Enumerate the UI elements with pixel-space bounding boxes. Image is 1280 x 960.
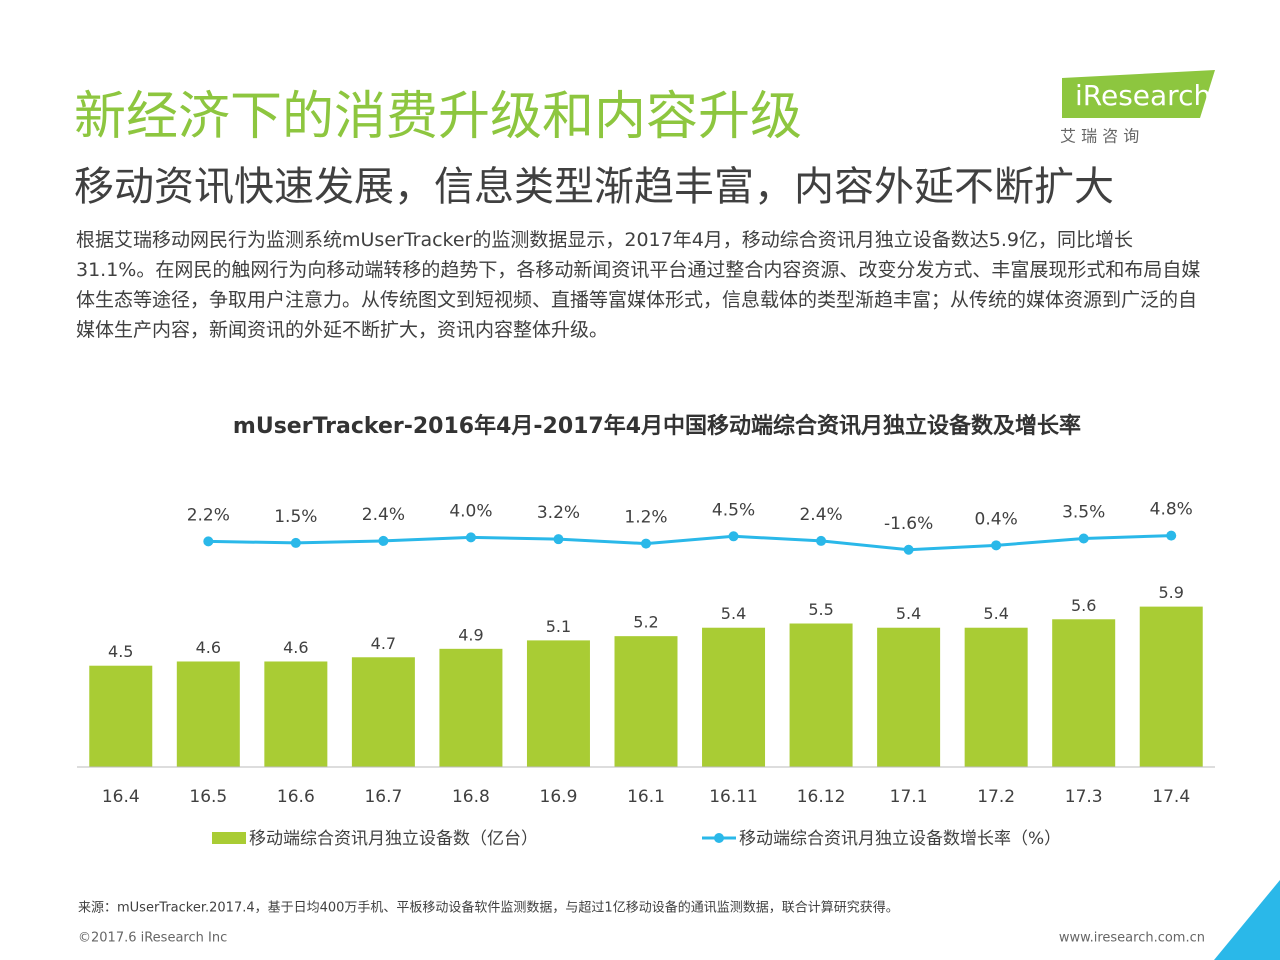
bar	[526, 640, 590, 767]
bar	[614, 636, 678, 767]
legend-dot	[714, 833, 724, 843]
x-tick-label: 16.1	[627, 787, 665, 807]
line-label: 3.5%	[1062, 503, 1105, 523]
line-point	[1078, 533, 1089, 544]
line-label: 4.0%	[449, 501, 492, 521]
logo-sub: 艾 瑞 咨 询	[1060, 127, 1139, 146]
x-tick-label: 16.4	[102, 787, 140, 807]
x-tick-label: 17.3	[1065, 787, 1103, 807]
title: 新经济下的消费升级和内容升级	[74, 87, 803, 147]
copyright: ©2017.6 iResearch Inc	[78, 931, 227, 946]
chart-title: mUserTracker-2016年4月-2017年4月中国移动端综合资讯月独立…	[233, 413, 1081, 439]
bar-label: 5.6	[1071, 596, 1096, 615]
bar	[1139, 606, 1203, 767]
line-point	[816, 535, 827, 546]
bar	[702, 627, 766, 767]
legend-label: 移动端综合资讯月独立设备数（亿台）	[249, 829, 538, 849]
legend-swatch	[212, 832, 246, 844]
bar-label: 4.7	[371, 634, 396, 653]
line-label: 4.8%	[1150, 500, 1193, 520]
corner-decor	[1214, 880, 1280, 960]
bar	[789, 623, 853, 767]
bar	[351, 657, 415, 767]
bar-label: 5.4	[721, 604, 746, 623]
bar-label: 4.6	[283, 638, 308, 657]
line-point	[203, 536, 214, 547]
bar	[89, 665, 153, 767]
logo: iResearch	[1075, 79, 1211, 112]
x-tick-label: 16.8	[452, 787, 490, 807]
bar-label: 4.9	[458, 625, 483, 644]
x-tick-label: 16.6	[277, 787, 315, 807]
bar	[439, 648, 503, 767]
line-label: 2.4%	[799, 505, 842, 525]
bar-label: 5.2	[633, 613, 658, 632]
line-point	[553, 534, 564, 545]
x-tick-label: 17.2	[977, 787, 1015, 807]
x-tick-label: 16.12	[797, 787, 846, 807]
line-point	[290, 537, 301, 548]
bar-label: 5.9	[1159, 583, 1184, 602]
subtitle: 移动资讯快速发展，信息类型渐趋丰富，内容外延不断扩大	[74, 164, 1114, 210]
line-point	[903, 544, 914, 555]
x-tick-label: 17.4	[1152, 787, 1190, 807]
page-number: 6	[1250, 925, 1263, 949]
line-label: 2.4%	[362, 505, 405, 525]
bar	[877, 627, 941, 767]
line-label: 0.4%	[975, 509, 1018, 529]
line-point	[641, 538, 651, 549]
bar	[176, 661, 240, 767]
body-text: 根据艾瑞移动网民行为监测系统mUserTracker的监测数据显示，2017年4…	[76, 229, 1201, 341]
x-tick-label: 17.1	[890, 787, 928, 807]
bar-label: 5.4	[896, 604, 921, 623]
line	[208, 534, 1172, 552]
bar-label: 5.1	[546, 617, 571, 636]
x-tick-label: 16.9	[540, 787, 578, 807]
line-label: 4.5%	[712, 500, 755, 520]
line-point	[465, 532, 476, 543]
line-label: 1.5%	[274, 507, 317, 527]
line-point	[1166, 530, 1177, 541]
bar-label: 4.5	[108, 642, 133, 661]
website: www.iresearch.com.cn	[1059, 931, 1205, 946]
line-point	[991, 540, 1002, 551]
logo-box	[1062, 70, 1215, 118]
bar	[264, 661, 328, 767]
line-point	[378, 535, 389, 546]
x-tick-label: 16.5	[189, 787, 227, 807]
bar-label: 5.5	[808, 600, 833, 619]
line-label: -1.6%	[884, 514, 933, 534]
x-tick-label: 16.11	[709, 787, 758, 807]
line-label: 1.2%	[624, 508, 667, 528]
bar	[1052, 619, 1116, 767]
bar	[964, 627, 1028, 767]
x-tick-label: 16.7	[364, 787, 402, 807]
source: 来源：mUserTracker.2017.4，基于日均400万手机、平板移动设备…	[78, 900, 899, 916]
line-point	[728, 531, 739, 542]
bar-label: 5.4	[983, 604, 1008, 623]
legend-label: 移动端综合资讯月独立设备数增长率（%）	[739, 829, 1061, 849]
line-label: 3.2%	[537, 503, 580, 523]
bar-label: 4.6	[196, 638, 221, 657]
line-label: 2.2%	[187, 505, 230, 525]
